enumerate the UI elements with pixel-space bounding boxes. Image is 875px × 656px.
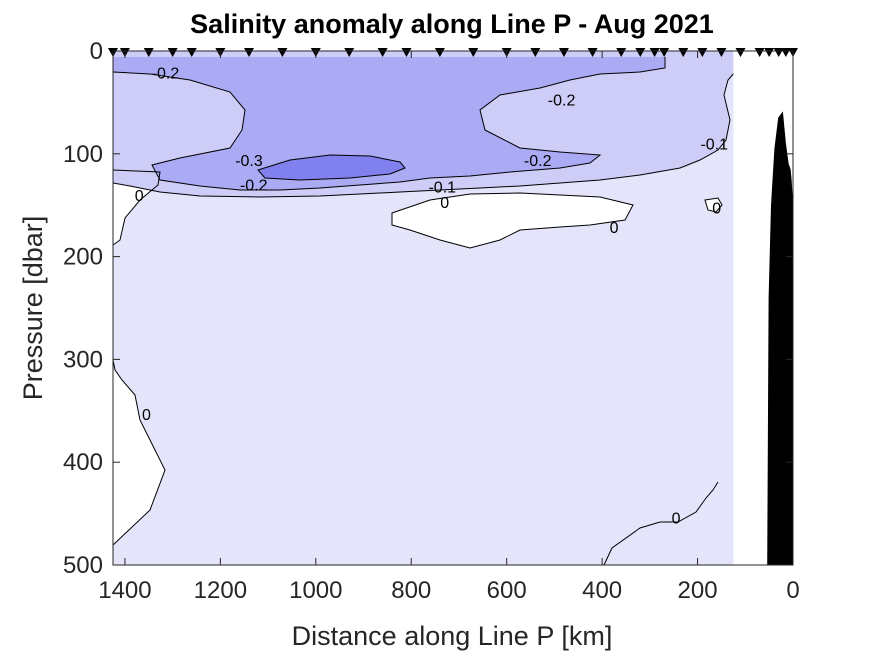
- contour-line-0-small: [704, 197, 723, 213]
- contour-label: 0: [712, 200, 721, 217]
- x-tick-label: 0: [786, 577, 799, 604]
- plot-frame: [112, 50, 794, 566]
- contour-line-0-lower-left: [112, 359, 166, 546]
- station-marker: [780, 48, 791, 57]
- chart-title: Salinity anomaly along Line P - Aug 2021: [190, 9, 714, 39]
- station-marker: [659, 48, 670, 57]
- x-tick-label: 800: [391, 577, 431, 604]
- station-marker: [143, 48, 154, 57]
- station-marker: [530, 48, 541, 57]
- y-tick-label: 200: [63, 244, 103, 271]
- contour-line-neg03: [257, 154, 406, 181]
- station-marker: [558, 48, 569, 57]
- contour-line-neg02-upper: [112, 57, 666, 191]
- station-marker: [434, 48, 445, 57]
- x-tick-label: 1000: [289, 577, 342, 604]
- contour-label: -0.2: [524, 153, 552, 170]
- station-marker: [186, 48, 197, 57]
- contour-label: 0: [135, 188, 144, 205]
- contour-label: 0: [610, 220, 619, 237]
- seafloor-bathymetry: [767, 111, 794, 566]
- contour-label: 0: [440, 195, 449, 212]
- contour-label: -0.2: [152, 66, 180, 83]
- station-marker: [754, 48, 765, 57]
- y-tick-label: 100: [63, 141, 103, 168]
- y-axis-label: Pressure [dbar]: [18, 216, 48, 401]
- station-marker: [764, 48, 775, 57]
- station-marker: [468, 48, 479, 57]
- x-tick-label: 600: [487, 577, 527, 604]
- station-marker: [344, 48, 355, 57]
- y-tick-label: 300: [63, 346, 103, 373]
- contour-label: 0: [672, 511, 681, 528]
- x-tick-label: 200: [678, 577, 718, 604]
- contour-fills: [113, 51, 735, 565]
- fill-band-lt-neg03: [258, 155, 405, 180]
- x-tick-label: 1200: [194, 577, 247, 604]
- fill-band-pos-blob: [392, 193, 633, 248]
- contour-label: -0.2: [548, 92, 576, 109]
- x-axis: 1400 1200 1000 800 600 400 200 0: [98, 51, 800, 604]
- x-tick-label: 1400: [98, 577, 151, 604]
- station-marker: [678, 48, 689, 57]
- station-marker: [377, 48, 388, 57]
- contour-label: -0.1: [700, 137, 728, 154]
- contour-line-0-left: [112, 169, 161, 246]
- station-marker: [401, 48, 412, 57]
- contour-line-0-lower-right: [603, 481, 719, 566]
- bathymetry: [733, 51, 794, 566]
- station-marker: [735, 48, 746, 57]
- station-marker: [277, 48, 288, 57]
- contour-line-0-blob: [391, 192, 634, 249]
- y-tick-label: 400: [63, 449, 103, 476]
- contour-lines: [112, 57, 736, 566]
- contour-label: -0.3: [235, 153, 263, 170]
- y-tick-label: 500: [63, 552, 103, 579]
- station-marker: [635, 48, 646, 57]
- x-axis-label: Distance along Line P [km]: [292, 621, 613, 651]
- contour-label: -0.2: [240, 178, 268, 195]
- contour-label: -0.1: [428, 180, 456, 197]
- station-marker: [697, 48, 708, 57]
- station-marker: [244, 48, 254, 57]
- contour-line-neg01: [112, 71, 736, 198]
- station-marker: [716, 48, 727, 57]
- y-tick-label: 0: [90, 38, 103, 65]
- station-marker: [616, 48, 627, 57]
- contour-label: 0: [142, 407, 151, 424]
- station-marker: [587, 48, 598, 57]
- station-marker: [773, 48, 784, 57]
- station-marker: [167, 48, 178, 57]
- fill-band-pos-small: [705, 198, 722, 212]
- station-marker: [649, 48, 660, 57]
- x-tick-label: 400: [582, 577, 622, 604]
- y-axis: 0 100 200 300 400 500: [63, 38, 793, 579]
